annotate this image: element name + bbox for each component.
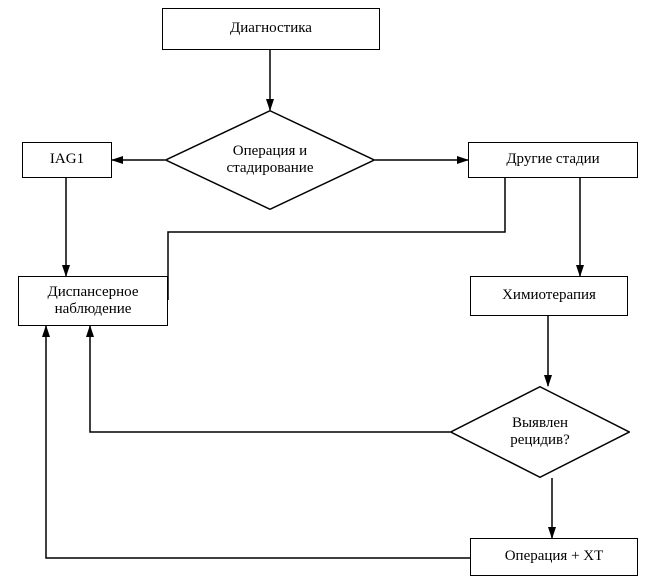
node-other-stages: Другие стадии	[468, 142, 638, 178]
node-dispensary: Диспансерноенаблюдение	[18, 276, 168, 326]
node-diagnostika: Диагностика	[162, 8, 380, 50]
node-relapse: Выявленрецидив?	[450, 386, 630, 478]
node-label: Химиотерапия	[502, 287, 596, 304]
node-label: IAG1	[50, 151, 84, 168]
diamond-shape	[450, 386, 630, 478]
flowchart-canvas: Диагностика IAG1 Другие стадии Диспансер…	[0, 0, 659, 586]
node-label: Диагностика	[230, 20, 312, 37]
node-label: Операция + ХТ	[505, 548, 604, 565]
node-op-xt: Операция + ХТ	[470, 538, 638, 576]
node-operation-staging: Операция истадирование	[165, 110, 375, 210]
edge-opxt-to-disp	[46, 326, 470, 558]
node-label: Диспансерноенаблюдение	[48, 284, 139, 319]
edge-relapse-to-disp	[90, 326, 450, 432]
node-label: Другие стадии	[506, 151, 599, 168]
diamond-shape	[165, 110, 375, 210]
node-iag1: IAG1	[22, 142, 112, 178]
node-chemo: Химиотерапия	[470, 276, 628, 316]
